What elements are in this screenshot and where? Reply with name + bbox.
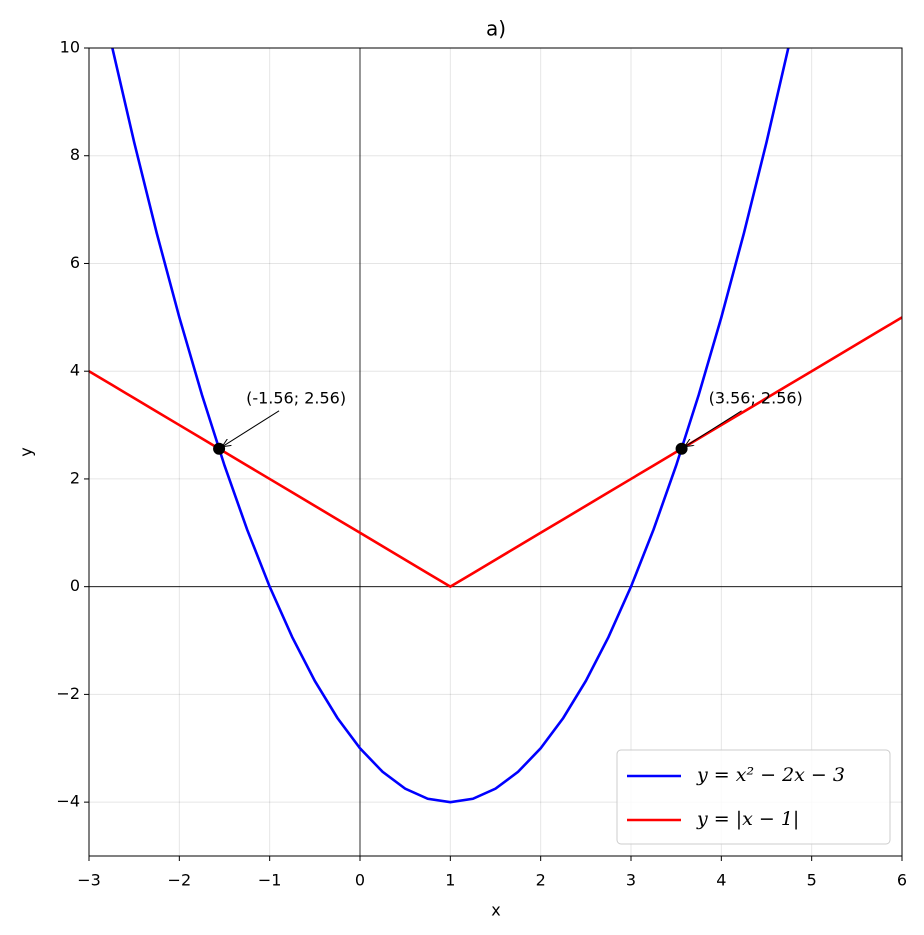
annotation-arrow xyxy=(222,410,280,447)
y-tick-label: −2 xyxy=(56,684,80,703)
y-tick-label: 6 xyxy=(70,253,80,272)
y-axis-label: y xyxy=(17,447,36,456)
x-tick-label: −2 xyxy=(168,871,192,890)
chart-title: a) xyxy=(486,17,506,41)
x-axis-label: x xyxy=(491,901,500,920)
plot-frame xyxy=(88,47,903,857)
plot-area xyxy=(89,48,902,804)
x-tick-label: 6 xyxy=(897,871,907,890)
y-tick-label: 0 xyxy=(70,576,80,595)
y-tick-label: 2 xyxy=(70,468,80,487)
y-tick-label: 8 xyxy=(70,145,80,164)
x-tick-label: 0 xyxy=(355,871,365,890)
x-tick-label: 2 xyxy=(536,871,546,890)
x-tick-label: 1 xyxy=(445,871,455,890)
x-tick-label: 5 xyxy=(807,871,817,890)
y-tick-label: 4 xyxy=(70,361,80,380)
x-tick-label: −1 xyxy=(258,871,282,890)
x-tick-label: −3 xyxy=(77,871,101,890)
legend-label: y = |x − 1| xyxy=(696,808,799,830)
x-tick-label: 4 xyxy=(716,871,726,890)
x-tick-label: 3 xyxy=(626,871,636,890)
y-tick-label: 10 xyxy=(60,38,80,57)
legend-box xyxy=(616,749,891,845)
annotation-label: (3.56; 2.56) xyxy=(709,388,803,407)
annotation-arrow xyxy=(685,410,742,447)
legend-label: y = x² − 2x − 3 xyxy=(696,764,845,786)
annotation-label: (-1.56; 2.56) xyxy=(246,388,346,407)
y-tick-label: −4 xyxy=(56,792,80,811)
series-line xyxy=(111,48,790,804)
intersection-point xyxy=(675,442,688,455)
intersection-point xyxy=(213,442,226,455)
series-line xyxy=(89,316,902,589)
